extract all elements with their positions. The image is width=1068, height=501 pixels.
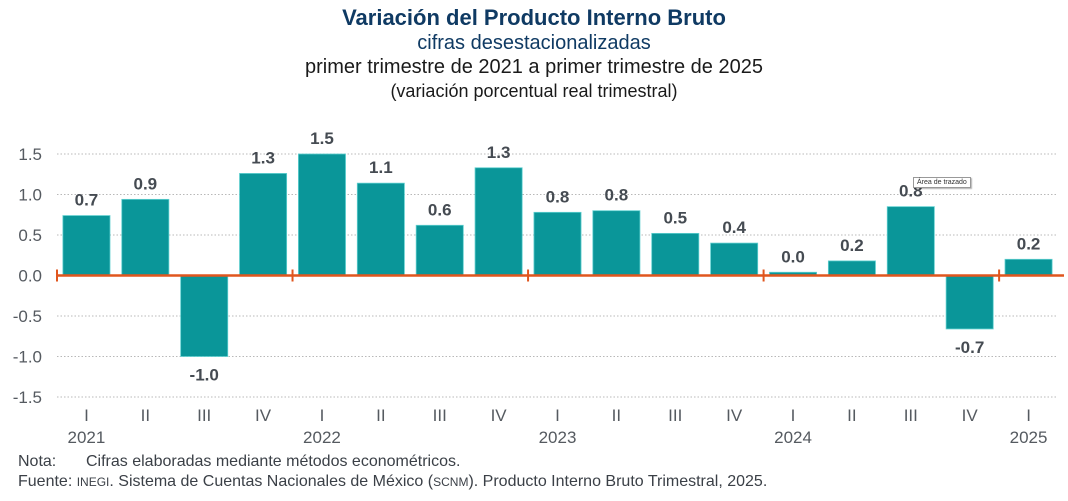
x-year-label: 2021 [68,428,106,447]
note-label: Nota: [18,453,57,470]
bar[interactable] [533,211,582,276]
x-tick-label: IV [962,406,979,425]
x-tick-label: I [1026,406,1031,425]
data-label: 1.3 [487,143,511,162]
x-tick-label: IV [255,406,272,425]
data-label: 0.0 [781,247,805,266]
bar[interactable] [298,153,346,276]
chart-subtitle: cifras desestacionalizadas [417,32,651,54]
data-label: 1.1 [369,158,393,177]
bar[interactable] [827,260,876,276]
source-org: INEGI [76,475,110,489]
x-tick-label: III [668,406,682,425]
source-label: Fuente: [18,473,73,490]
note-text: Cifras elaboradas mediante métodos econo… [86,453,461,470]
bar[interactable] [356,182,405,276]
x-tick-label: II [847,406,856,425]
x-year-label: 2023 [539,428,577,447]
data-label: 1.3 [251,148,275,167]
data-label: -0.7 [955,338,984,357]
y-tick-label: 0.5 [18,226,42,245]
chart-title: Variación del Producto Interno Bruto [342,5,726,30]
note-line: Nota: Cifras elaboradas mediante métodos … [18,452,767,472]
bar[interactable] [474,167,523,276]
x-tick-label: III [433,406,447,425]
x-tick-label: I [555,406,560,425]
data-label: 0.4 [722,218,746,237]
bar[interactable] [239,173,288,276]
data-label: 0.8 [546,187,570,206]
data-label: 0.6 [428,200,452,219]
bar[interactable] [415,224,464,276]
chart-footer: Nota: Cifras elaboradas mediante métodos … [18,452,767,492]
y-tick-label: 0.0 [18,267,42,286]
data-label: -1.0 [190,366,219,385]
data-label: 1.5 [310,129,334,148]
source-text-2: ). Producto Interno Bruto Trimestral, 20… [468,473,768,490]
source-abbrev: SCNM [433,475,469,489]
bar[interactable] [180,275,229,357]
data-label: 0.2 [1017,234,1041,253]
chart-period: primer trimestre de 2021 a primer trimes… [305,56,763,78]
source-text-1: . Sistema de Cuentas Nacionales de Méxic… [109,473,434,490]
y-tick-label: -0.5 [13,307,42,326]
bar[interactable] [121,198,170,276]
x-tick-label: III [904,406,918,425]
x-tick-label: II [376,406,385,425]
chart-units: (variación porcentual real trimestral) [390,81,678,101]
data-label: 0.2 [840,236,864,255]
x-year-label: 2025 [1010,428,1048,447]
data-label: 0.9 [134,174,158,193]
x-tick-label: I [84,406,89,425]
y-tick-label: 1.0 [18,186,42,205]
bar[interactable] [945,275,994,330]
x-tick-label: IV [726,406,743,425]
x-year-label: 2022 [303,428,341,447]
data-label: 0.5 [663,208,687,227]
x-tick-label: IV [491,406,508,425]
bar[interactable] [1004,258,1053,276]
x-tick-label: III [197,406,211,425]
x-year-label: 2024 [774,428,812,447]
bar[interactable] [592,210,641,276]
data-label: 0.7 [75,191,99,210]
plot-area-tooltip: Área de trazado [913,177,971,188]
bar[interactable] [886,206,935,276]
x-tick-label: I [320,406,325,425]
x-tick-label: II [141,406,150,425]
bar[interactable] [62,215,111,276]
source-line: Fuente: INEGI. Sistema de Cuentas Nacion… [18,472,767,492]
bar[interactable] [710,242,759,276]
x-tick-label: II [612,406,621,425]
bar[interactable] [651,232,700,276]
y-tick-label: -1.5 [13,388,42,407]
y-tick-label: -1.0 [13,348,42,367]
y-tick-label: 1.5 [18,145,42,164]
data-label: 0.8 [605,186,629,205]
x-tick-label: I [791,406,796,425]
chart-titles: Variación del Producto Interno Bruto cif… [0,0,1068,102]
